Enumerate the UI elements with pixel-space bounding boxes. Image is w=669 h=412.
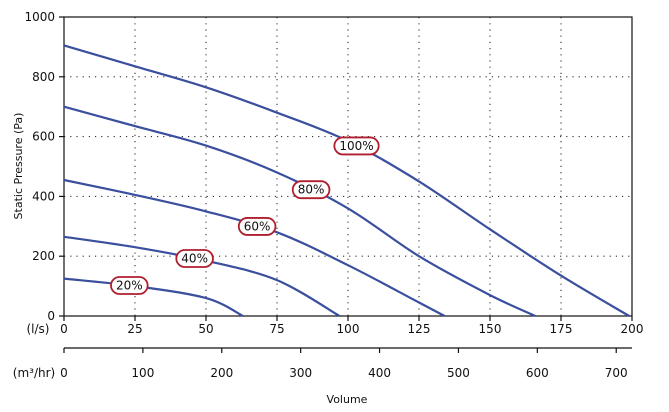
y-tick-label: 200 [32,249,55,263]
curve-100-percent [63,44,630,317]
x-tick-label: 50 [198,322,213,336]
grid [64,17,632,316]
curve-label-pill [237,217,277,236]
curve-label-pill [175,249,214,268]
y-tick-label: 1000 [24,10,55,24]
curve-40-percent [63,235,341,317]
x-tick-label: 0 [60,322,68,336]
curve-label-text: 100% [339,139,373,153]
x-tick-label: 25 [127,322,142,336]
secondary-tick-label: 0 [60,366,68,380]
curve-label-60-percent: 60% [237,217,277,236]
curve-label-text: 80% [298,183,325,197]
curve-label-pill [110,276,149,295]
x-unit-primary: (l/s) [27,322,50,336]
curve-label-20-percent: 20% [110,276,149,295]
curve-20-percent [63,277,244,317]
x-axis-title: Volume [327,393,368,406]
y-tick-label: 0 [47,309,55,323]
secondary-tick-label: 600 [526,366,549,380]
secondary-tick-label: 300 [289,366,312,380]
curve-label-pill [333,136,380,156]
y-tick-label: 400 [32,189,55,203]
curve-label-100-percent: 100% [333,136,380,156]
x-tick-label: 200 [621,322,644,336]
series-lines [63,44,630,317]
x-axis-ticks: 0 25 50 75 100 125 150 175 200 [60,316,643,336]
x-tick-label: 150 [479,322,502,336]
curve-label-40-percent: 40% [175,249,214,268]
secondary-tick-label: 700 [605,366,628,380]
curve-labels: 100% 80% 60% 40% 20% [110,136,380,295]
curve-label-text: 60% [244,219,271,233]
curve-label-80-percent: 80% [291,180,331,200]
curve-label-pill [291,180,331,200]
curve-label-text: 20% [116,279,143,293]
secondary-tick-label: 500 [447,366,470,380]
x-tick-label: 75 [269,322,284,336]
secondary-tick-label: 100 [131,366,154,380]
y-tick-label: 600 [32,130,55,144]
secondary-x-axis: 0 100 200 300 400 500 600 700 [60,347,632,380]
curve-label-text: 40% [181,252,208,266]
x-tick-label: 175 [550,322,573,336]
y-tick-label: 800 [32,70,55,84]
x-tick-label: 100 [337,322,360,336]
x-tick-label: 125 [408,322,431,336]
y-axis-ticks: 0 200 400 600 800 1000 [24,10,64,323]
secondary-tick-label: 200 [210,366,233,380]
x-unit-secondary: (m³/hr) [13,366,55,380]
y-axis-title: Static Pressure (Pa) [12,113,25,220]
curve-60-percent [63,178,446,317]
secondary-tick-label: 400 [368,366,391,380]
